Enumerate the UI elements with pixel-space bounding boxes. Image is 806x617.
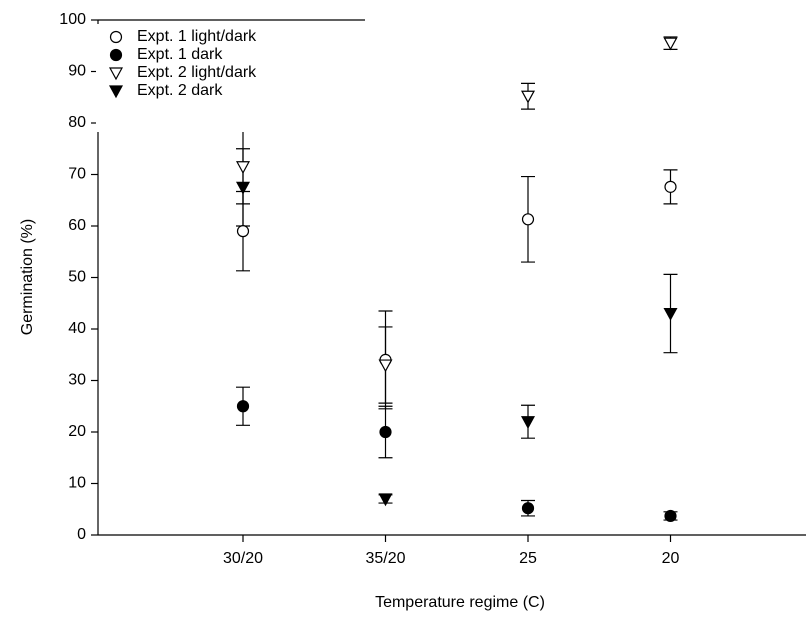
x-tick-label: 20 — [662, 550, 680, 567]
y-tick-label: 100 — [59, 11, 86, 28]
y-tick-label: 50 — [68, 269, 86, 286]
legend-label: Expt. 1 dark — [137, 46, 223, 63]
y-axis-label: Germination (%) — [19, 219, 36, 335]
x-tick-label: 35/20 — [365, 550, 405, 567]
point — [664, 509, 677, 523]
y-tick-label: 10 — [68, 475, 86, 492]
legend-label: Expt. 2 light/dark — [137, 64, 257, 81]
legend-background — [96, 24, 336, 132]
legend-label: Expt. 2 dark — [137, 82, 223, 99]
point — [520, 416, 536, 429]
point — [521, 502, 535, 515]
point — [521, 213, 535, 226]
y-tick-label: 0 — [77, 526, 86, 543]
legend-label: Expt. 1 light/dark — [137, 28, 257, 45]
point — [520, 90, 536, 104]
point — [378, 493, 393, 507]
legend-marker — [109, 30, 123, 44]
point — [379, 425, 392, 439]
x-tick-label: 25 — [519, 550, 537, 567]
point — [663, 37, 678, 51]
point — [664, 180, 677, 193]
x-axis-label: Temperature regime (C) — [375, 594, 545, 611]
y-tick-label: 60 — [68, 217, 86, 234]
point — [235, 161, 251, 175]
point — [236, 400, 250, 413]
legend-marker — [109, 48, 123, 62]
legend-marker — [108, 67, 124, 81]
y-tick-label: 90 — [68, 63, 86, 80]
y-tick-label: 40 — [68, 320, 86, 337]
point — [378, 359, 393, 373]
point — [236, 225, 250, 238]
y-tick-label: 30 — [68, 372, 86, 389]
y-tick-label: 80 — [68, 114, 86, 131]
y-tick-label: 70 — [68, 166, 86, 183]
x-tick-label: 30/20 — [223, 550, 263, 567]
point — [663, 307, 678, 321]
y-tick-label: 20 — [68, 423, 86, 440]
point — [235, 181, 251, 195]
legend-marker — [108, 85, 124, 99]
